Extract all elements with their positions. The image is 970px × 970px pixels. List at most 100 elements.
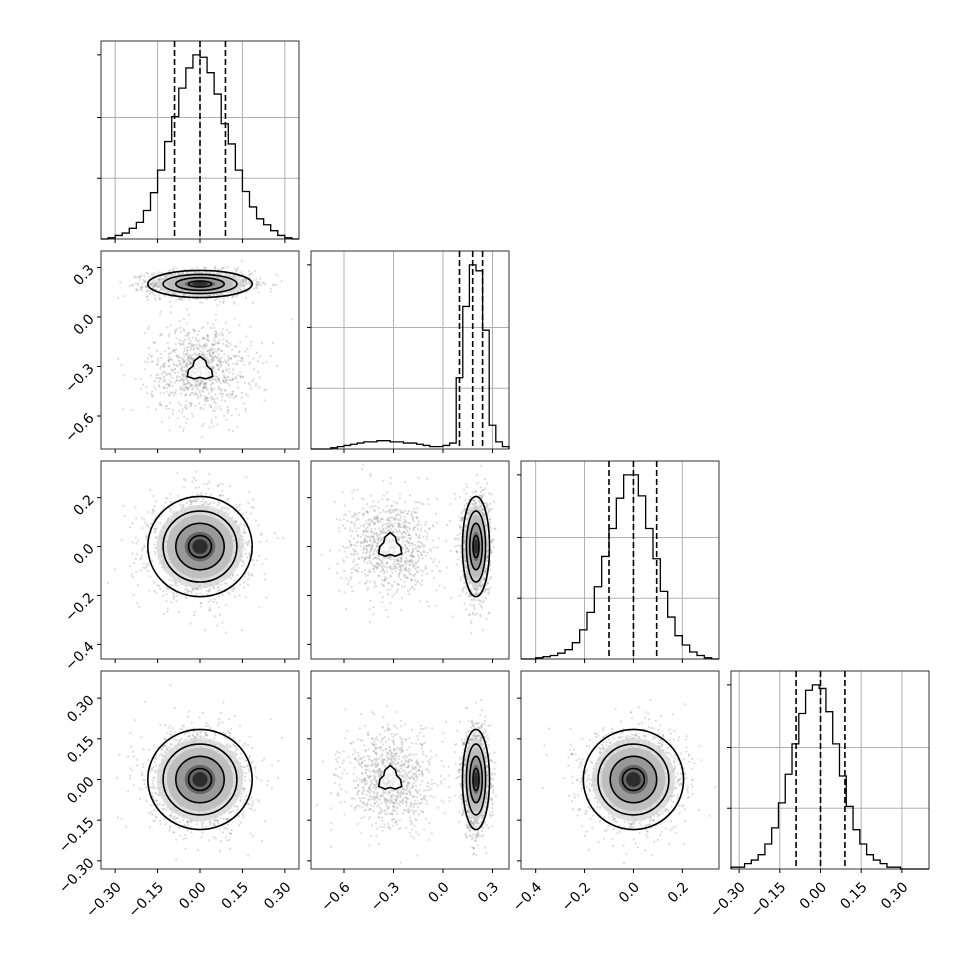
scatter-point (146, 357, 149, 360)
scatter-point (240, 391, 243, 394)
scatter-point (226, 329, 229, 332)
scatter-point (461, 588, 464, 591)
scatter-point (225, 582, 228, 585)
scatter-point (189, 394, 192, 397)
scatter-point (248, 270, 251, 273)
scatter-point (205, 397, 208, 400)
scatter-point (212, 352, 215, 355)
scatter-point (246, 556, 249, 559)
scatter-point (148, 275, 151, 278)
scatter-point (258, 376, 261, 379)
scatter-point (232, 362, 235, 365)
scatter-point (232, 301, 235, 304)
scatter-point (243, 528, 246, 531)
scatter-point (217, 268, 221, 271)
scatter-point (146, 406, 149, 409)
scatter-point (198, 383, 201, 386)
scatter-point (166, 326, 169, 329)
scatter-point (172, 394, 176, 397)
scatter-point (217, 379, 220, 382)
scatter-point (131, 575, 134, 578)
scatter-point (132, 593, 135, 596)
scatter-point (250, 387, 253, 390)
scatter-point (220, 331, 223, 334)
scatter-point (240, 629, 244, 632)
scatter-point (226, 265, 229, 269)
scatter-point (168, 372, 171, 375)
scatter-point (203, 403, 206, 406)
scatter-point (214, 378, 217, 381)
scatter-point (188, 383, 192, 386)
scatter-point (144, 521, 147, 524)
scatter-point (202, 351, 205, 354)
scatter-point (144, 279, 147, 282)
scatter-point (202, 386, 205, 389)
scatter-point (170, 376, 174, 379)
scatter-point (241, 357, 244, 360)
scatter-point (217, 356, 220, 359)
scatter-point (199, 350, 202, 353)
scatter-point (245, 476, 248, 479)
scatter-point (257, 291, 260, 294)
scatter-point (210, 360, 214, 363)
scatter-point (210, 348, 213, 351)
scatter-point (159, 365, 163, 368)
scatter-point (215, 335, 218, 338)
scatter-point (233, 355, 236, 358)
scatter-point (231, 390, 234, 393)
scatter-point (113, 568, 117, 571)
scatter-point (203, 266, 206, 269)
scatter-point (158, 297, 161, 300)
scatter-point (224, 381, 227, 384)
scatter-point (256, 287, 259, 290)
scatter-point (174, 371, 177, 375)
scatter-point (188, 589, 191, 592)
scatter-point (242, 560, 245, 563)
scatter-point (177, 494, 180, 497)
scatter-point (169, 311, 172, 314)
scatter-point (132, 561, 135, 565)
scatter-point (145, 534, 148, 538)
scatter-point (206, 358, 209, 362)
scatter-point (208, 606, 211, 610)
scatter-point (170, 359, 173, 362)
scatter-point (168, 292, 171, 295)
scatter-point (485, 618, 488, 621)
scatter-point (214, 313, 218, 316)
scatter-point (163, 290, 166, 293)
scatter-point (226, 379, 229, 382)
scatter-point (185, 587, 189, 590)
scatter-point (275, 283, 278, 286)
scatter-point (155, 376, 158, 380)
scatter-point (130, 573, 133, 576)
scatter-point (174, 329, 177, 333)
scatter-point (183, 405, 186, 408)
scatter-point (208, 480, 211, 483)
scatter-point (237, 266, 240, 269)
scatter-point (244, 296, 247, 299)
scatter-point (191, 345, 194, 348)
scatter-point (218, 333, 221, 336)
scatter-point (210, 388, 213, 391)
scatter-point (222, 593, 225, 596)
scatter-point (165, 407, 168, 410)
scatter-point (196, 397, 199, 400)
scatter-point (282, 536, 285, 540)
scatter-point (225, 603, 228, 606)
scatter-point (150, 392, 153, 395)
scatter-point (198, 352, 201, 355)
scatter-point (237, 373, 240, 376)
scatter-point (216, 624, 219, 627)
scatter-point (201, 347, 204, 350)
scatter-point (233, 317, 236, 320)
scatter-point (183, 365, 186, 369)
scatter-point (221, 395, 224, 398)
scatter-point (229, 577, 232, 580)
scatter-panel (307, 460, 510, 663)
scatter-point (162, 370, 165, 374)
scatter-point (185, 422, 188, 425)
scatter-point (251, 498, 254, 501)
scatter-point (206, 398, 209, 401)
scatter-point (202, 422, 205, 425)
scatter-point (151, 560, 154, 563)
